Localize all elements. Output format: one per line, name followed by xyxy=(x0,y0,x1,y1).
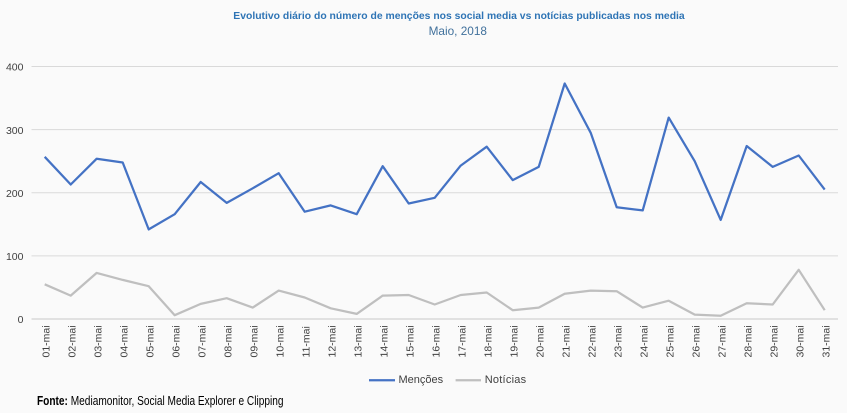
svg-text:07-mai: 07-mai xyxy=(196,325,208,357)
svg-text:09-mai: 09-mai xyxy=(248,325,260,357)
svg-text:14-mai: 14-mai xyxy=(378,325,390,357)
svg-text:05-mai: 05-mai xyxy=(144,325,156,357)
svg-text:19-mai: 19-mai xyxy=(508,325,520,357)
svg-text:31-mai: 31-mai xyxy=(820,325,832,357)
svg-text:17-mai: 17-mai xyxy=(456,325,468,357)
svg-text:13-mai: 13-mai xyxy=(352,325,364,357)
svg-text:29-mai: 29-mai xyxy=(768,325,780,357)
svg-text:25-mai: 25-mai xyxy=(664,325,676,357)
svg-text:21-mai: 21-mai xyxy=(560,325,572,357)
svg-text:15-mai: 15-mai xyxy=(404,325,416,357)
svg-text:26-mai: 26-mai xyxy=(690,325,702,357)
svg-text:200: 200 xyxy=(6,188,24,200)
svg-text:Menções: Menções xyxy=(399,374,444,386)
svg-text:08-mai: 08-mai xyxy=(222,325,234,357)
svg-text:01-mai: 01-mai xyxy=(40,325,52,357)
svg-text:06-mai: 06-mai xyxy=(170,325,182,357)
svg-text:30-mai: 30-mai xyxy=(794,325,806,357)
svg-text:10-mai: 10-mai xyxy=(274,325,286,357)
svg-text:24-mai: 24-mai xyxy=(638,325,650,357)
svg-text:16-mai: 16-mai xyxy=(430,325,442,357)
svg-text:02-mai: 02-mai xyxy=(66,325,78,357)
svg-text:100: 100 xyxy=(6,251,24,263)
svg-text:18-mai: 18-mai xyxy=(482,325,494,357)
svg-text:Notícias: Notícias xyxy=(485,374,527,386)
svg-text:400: 400 xyxy=(6,62,24,74)
svg-text:11-mai: 11-mai xyxy=(300,326,312,357)
svg-text:20-mai: 20-mai xyxy=(534,325,546,357)
svg-text:27-mai: 27-mai xyxy=(716,325,728,357)
svg-text:0: 0 xyxy=(18,314,24,326)
svg-text:03-mai: 03-mai xyxy=(92,325,104,357)
svg-text:04-mai: 04-mai xyxy=(118,325,130,357)
svg-text:28-mai: 28-mai xyxy=(742,325,754,357)
svg-text:12-mai: 12-mai xyxy=(326,325,338,357)
svg-text:300: 300 xyxy=(6,125,24,137)
svg-text:22-mai: 22-mai xyxy=(586,325,598,357)
svg-text:23-mai: 23-mai xyxy=(612,325,624,357)
